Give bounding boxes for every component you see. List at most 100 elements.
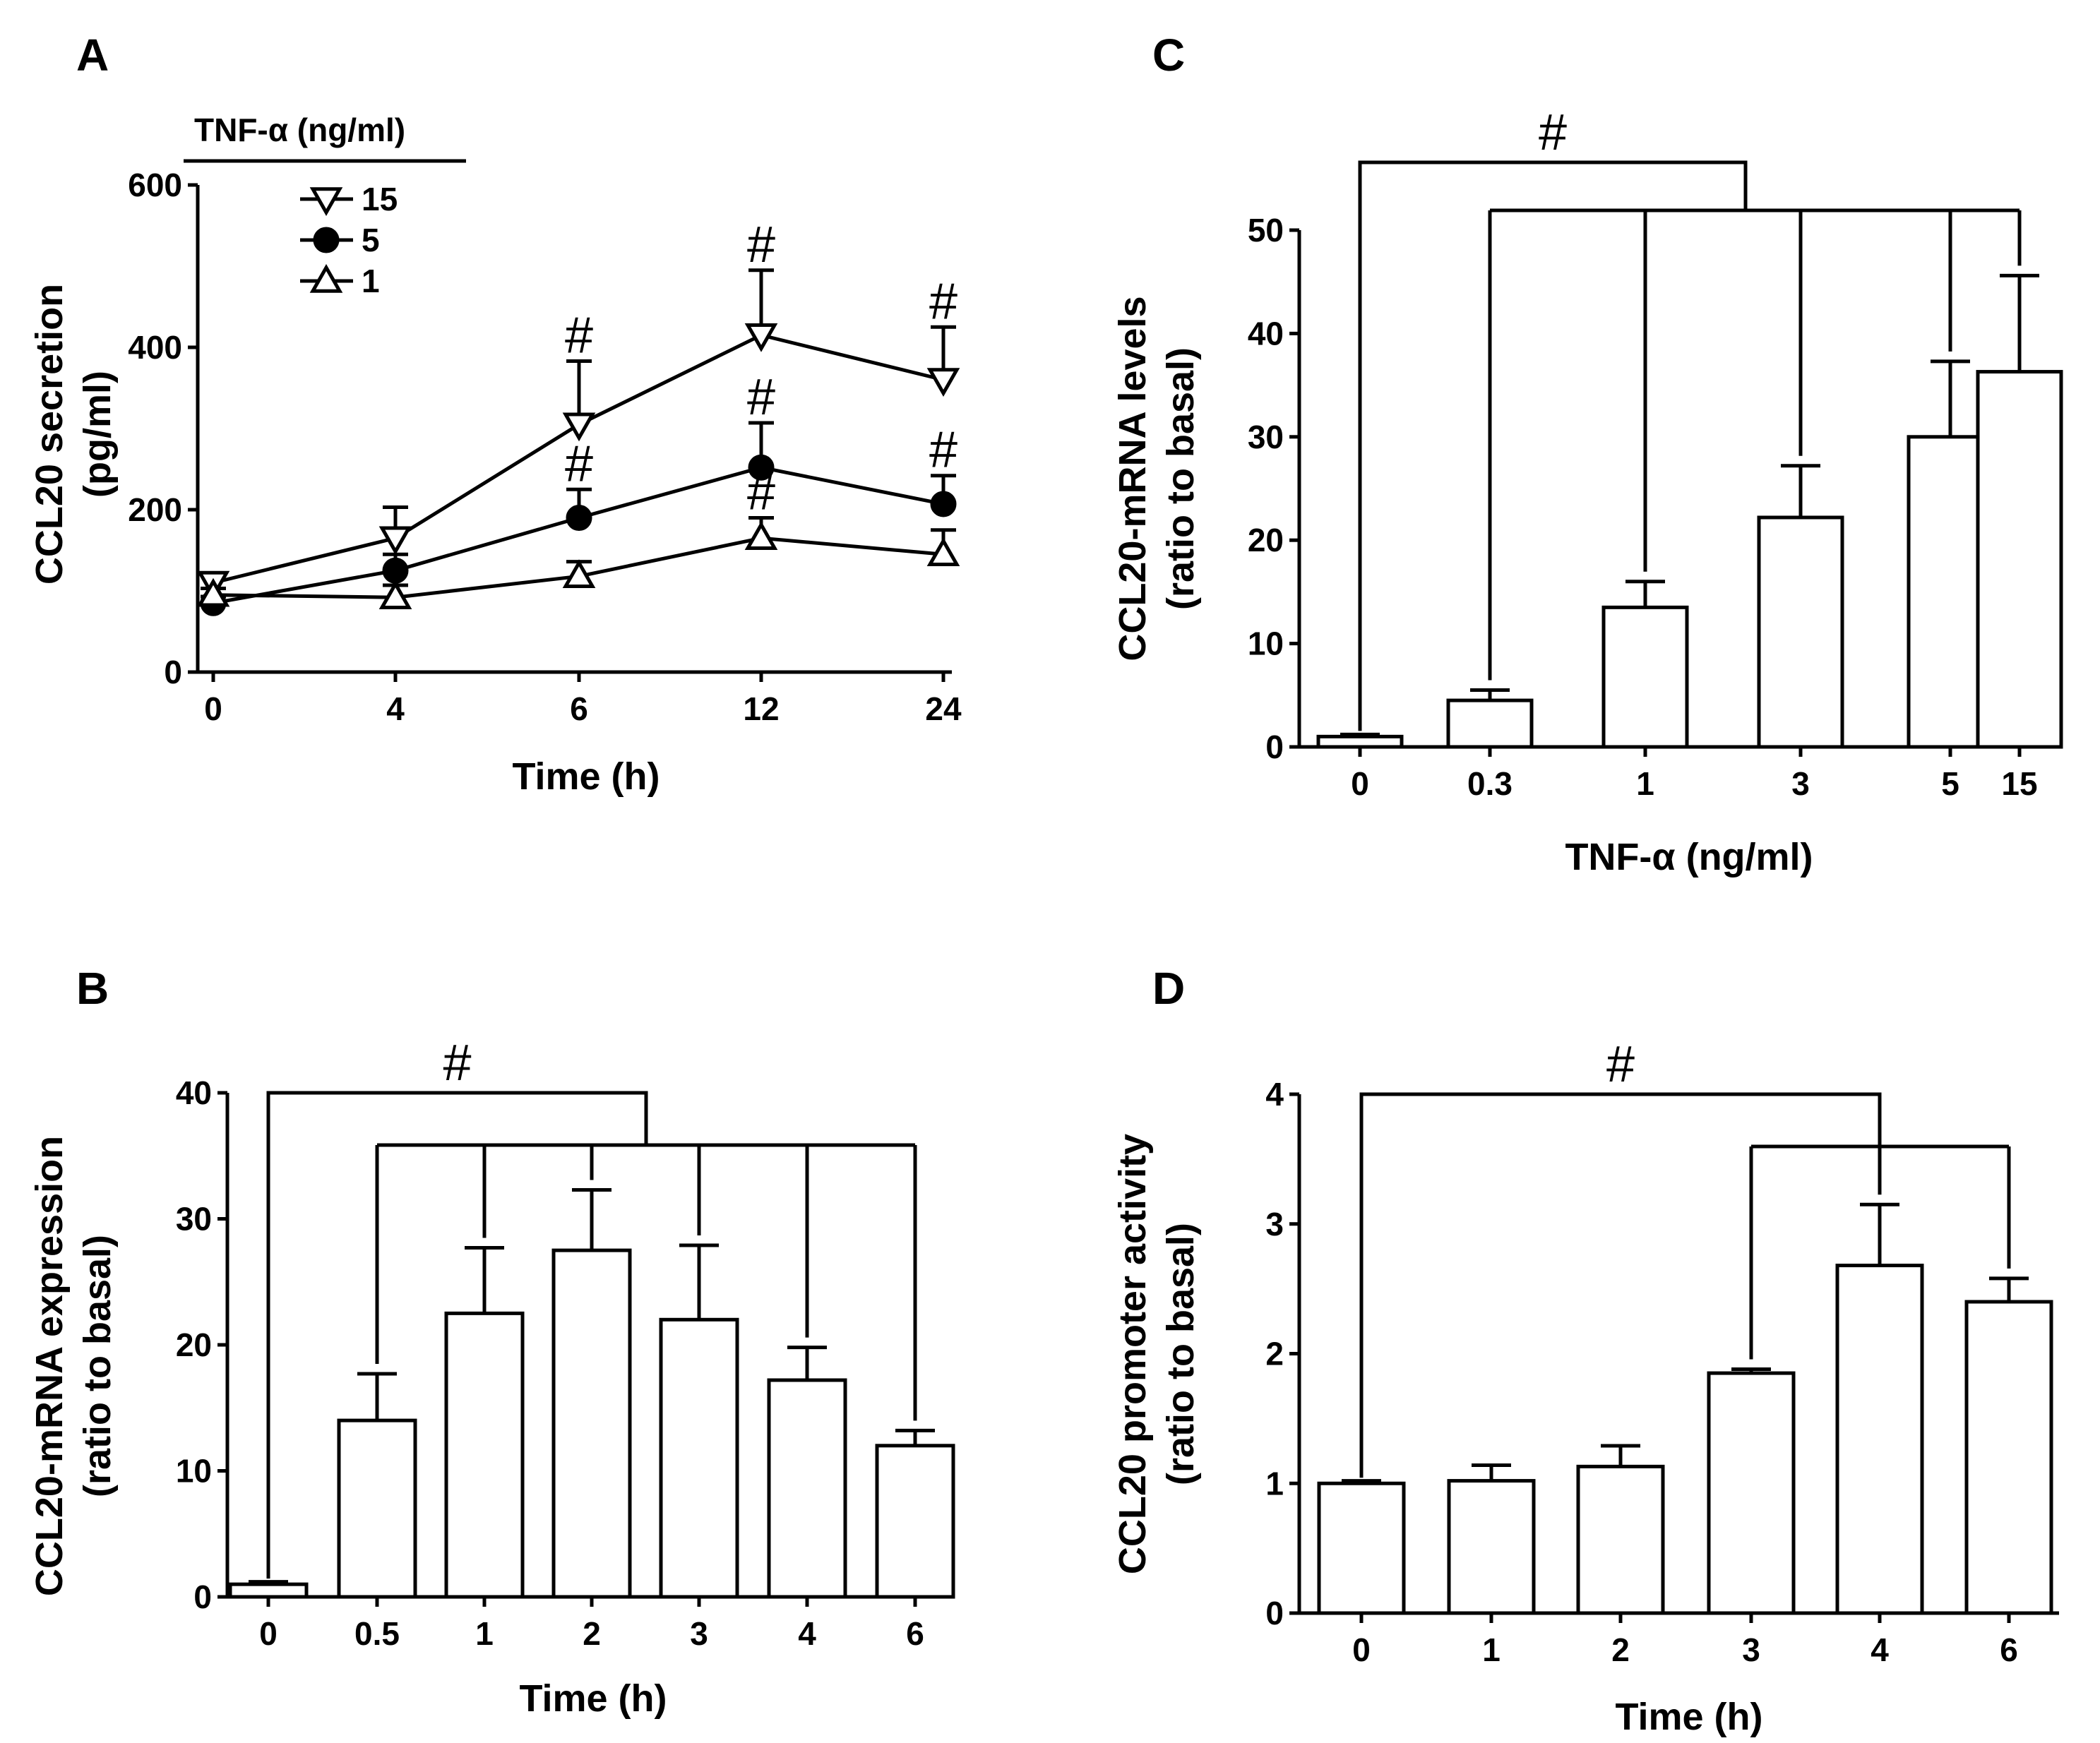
x-axis-label: TNF-α (ng/ml) bbox=[1565, 836, 1813, 878]
x-tick-label: 1 bbox=[475, 1615, 494, 1652]
bar-2 bbox=[1576, 1464, 1665, 1615]
y-tick-label: 50 bbox=[1248, 212, 1284, 248]
legend-marker-1 bbox=[309, 263, 343, 293]
data-point-5 bbox=[748, 454, 775, 481]
legend-title: TNF-α (ng/ml) bbox=[194, 112, 405, 148]
x-tick-label: 0.5 bbox=[354, 1615, 400, 1652]
bar-0.3 bbox=[1446, 698, 1534, 749]
y-tick-label: 40 bbox=[176, 1074, 212, 1111]
plot-area: 0 10 20 30 40 50 0 0.3 1 3 5 15 # bbox=[1248, 104, 2063, 802]
legend-marker-5 bbox=[313, 227, 340, 253]
y-axis-label-line2: (pg/ml) bbox=[76, 371, 119, 498]
y-tick-label: 1 bbox=[1265, 1465, 1284, 1502]
x-tick-label: 6 bbox=[2000, 1631, 2018, 1668]
panel-letter-c: C bbox=[1152, 30, 1185, 80]
x-tick-label: 5 bbox=[1941, 765, 1959, 802]
data-point-15 bbox=[378, 526, 412, 556]
y-tick-label: 20 bbox=[176, 1326, 212, 1363]
significance-mark: # bbox=[565, 308, 593, 364]
panel-d: D 0 1 2 3 4 0 1 2 3 4 6 # Time (h) CCL20 promoter a… bbox=[1111, 963, 2059, 1738]
legend-label: 15 bbox=[362, 181, 398, 217]
bar-6 bbox=[875, 1444, 955, 1599]
x-axis-label: Time (h) bbox=[519, 1677, 667, 1720]
significance-mark: # bbox=[443, 1035, 471, 1091]
bar-3 bbox=[1707, 1371, 1796, 1615]
x-tick-label: 2 bbox=[583, 1615, 601, 1652]
bar-1 bbox=[1601, 605, 1689, 749]
bar-15 bbox=[1976, 370, 2063, 749]
data-point-5 bbox=[930, 491, 957, 517]
y-axis-label-line1: CCL20-mRNA expression bbox=[28, 1136, 71, 1596]
bar-1 bbox=[444, 1311, 525, 1599]
y-tick-label: 10 bbox=[176, 1453, 212, 1490]
y-tick-label: 2 bbox=[1265, 1336, 1284, 1372]
y-tick-label: 0 bbox=[193, 1579, 212, 1615]
y-tick-label: 30 bbox=[1248, 419, 1284, 455]
plot-area: 0 10 20 30 40 0 0.5 1 2 3 4 6 # bbox=[176, 1035, 955, 1652]
data-point-15 bbox=[562, 412, 596, 442]
y-tick-label: 4 bbox=[1265, 1076, 1284, 1113]
data-point-1 bbox=[562, 559, 596, 589]
panel-letter-a: A bbox=[76, 30, 109, 80]
bar-1 bbox=[1447, 1479, 1536, 1615]
y-tick-label: 0 bbox=[1265, 1595, 1284, 1631]
data-point-1 bbox=[744, 521, 778, 550]
y-axis-label-line1: CCL20 promoter activity bbox=[1111, 1134, 1154, 1574]
x-tick-label: 3 bbox=[690, 1615, 708, 1652]
y-tick-label: 0 bbox=[164, 654, 182, 690]
bar-0 bbox=[1316, 734, 1404, 749]
bar-0 bbox=[1317, 1481, 1406, 1615]
x-tick-label: 0 bbox=[1351, 765, 1369, 802]
y-axis-label-line1: CCL20-mRNA levels bbox=[1111, 296, 1154, 661]
bar-3 bbox=[1757, 515, 1844, 749]
x-tick-label: 0.3 bbox=[1467, 765, 1513, 802]
bar-0.5 bbox=[337, 1418, 417, 1599]
bar-3 bbox=[659, 1317, 739, 1599]
plot-area: 0 200 400 600 0 4 6 12 24 # # # # # # # bbox=[128, 167, 962, 727]
x-tick-label: 1 bbox=[1636, 765, 1654, 802]
x-tick-label: 0 bbox=[259, 1615, 278, 1652]
significance-mark: # bbox=[747, 465, 775, 521]
significance-bracket bbox=[1358, 160, 1748, 731]
x-tick-label: 2 bbox=[1611, 1631, 1630, 1668]
y-tick-label: 3 bbox=[1265, 1206, 1284, 1242]
x-tick-label: 4 bbox=[1871, 1631, 1889, 1668]
legend-label: 5 bbox=[362, 222, 380, 258]
x-tick-label: 12 bbox=[743, 690, 779, 727]
y-tick-label: 600 bbox=[128, 167, 182, 203]
y-tick-label: 400 bbox=[128, 329, 182, 366]
panel-letter-d: D bbox=[1152, 963, 1185, 1014]
significance-mark: # bbox=[929, 273, 957, 330]
x-tick-label: 4 bbox=[798, 1615, 816, 1652]
legend-marker-15 bbox=[309, 187, 343, 217]
data-point-1 bbox=[196, 577, 230, 607]
panel-letter-b: B bbox=[76, 963, 109, 1014]
data-point-5 bbox=[382, 557, 409, 584]
panel-c: C 0 10 20 30 40 50 0 0.3 1 3 5 15 # TNF-α (ng/ml) CC… bbox=[1111, 30, 2063, 878]
data-point-15 bbox=[744, 323, 778, 352]
significance-mark: # bbox=[565, 436, 593, 492]
bar-0 bbox=[228, 1582, 309, 1599]
data-point-15 bbox=[926, 368, 960, 397]
significance-mark: # bbox=[747, 217, 775, 273]
plot-area: 0 1 2 3 4 0 1 2 3 4 6 # bbox=[1265, 1036, 2059, 1668]
y-tick-label: 10 bbox=[1248, 625, 1284, 662]
y-tick-label: 0 bbox=[1265, 729, 1284, 765]
x-tick-label: 0 bbox=[204, 690, 222, 727]
y-tick-label: 20 bbox=[1248, 522, 1284, 558]
x-axis-label: Time (h) bbox=[1615, 1696, 1762, 1738]
x-tick-label: 1 bbox=[1482, 1631, 1501, 1668]
data-point-1 bbox=[378, 580, 412, 609]
y-axis-label-line1: CCL20 secretion bbox=[28, 284, 71, 585]
y-axis-label-line2: (ratio to basal) bbox=[76, 1235, 119, 1497]
x-tick-label: 15 bbox=[2001, 765, 2037, 802]
x-axis-label: Time (h) bbox=[512, 755, 660, 798]
panel-b: B 0 10 20 30 40 0 0.5 1 2 3 4 6 # Time (h) CCL20-mRN… bbox=[28, 963, 955, 1720]
significance-mark: # bbox=[1606, 1036, 1635, 1093]
data-point-5 bbox=[566, 505, 592, 531]
legend-label: 1 bbox=[362, 263, 380, 299]
y-axis-label-line2: (ratio to basal) bbox=[1159, 347, 1202, 610]
